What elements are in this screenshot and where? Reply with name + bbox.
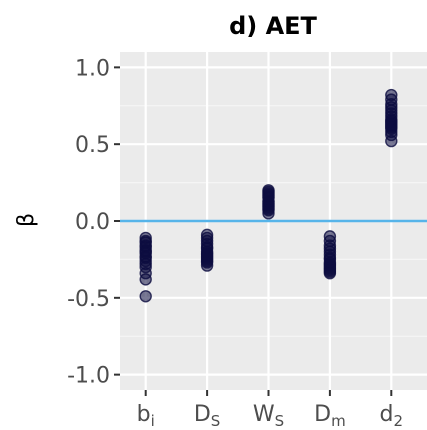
x-tick-label: bi bbox=[137, 402, 155, 430]
data-points bbox=[139, 88, 398, 303]
data-point bbox=[200, 259, 214, 272]
y-axis-label: β bbox=[14, 213, 39, 227]
data-point bbox=[323, 267, 337, 280]
data-point bbox=[139, 290, 152, 303]
x-tick-label-subscript: m bbox=[331, 412, 346, 430]
data-point bbox=[139, 273, 152, 286]
x-tick-label: DS bbox=[194, 402, 220, 430]
x-tick-label-base: W bbox=[253, 402, 275, 427]
x-axis-ticks: bi DS WS Dm d2 bbox=[137, 390, 403, 430]
y-tick-label: 0.0 bbox=[75, 210, 110, 235]
x-tick-label: Dm bbox=[314, 402, 346, 430]
y-tick-label: -1.0 bbox=[67, 364, 110, 389]
chart-title: d) AET bbox=[229, 12, 317, 40]
x-tick-label: WS bbox=[253, 402, 284, 430]
x-tick-label-subscript: 2 bbox=[394, 412, 404, 430]
grid-minor bbox=[120, 105, 427, 337]
x-tick-label: d2 bbox=[380, 402, 404, 430]
data-point bbox=[385, 134, 398, 148]
y-tick-label: 0.5 bbox=[75, 133, 110, 158]
x-tick-label-subscript: S bbox=[211, 412, 221, 430]
y-tick-label: 1.0 bbox=[75, 56, 110, 81]
x-tick-label-base: D bbox=[314, 402, 331, 427]
x-tick-label-base: d bbox=[380, 402, 394, 427]
x-tick-label-base: D bbox=[194, 402, 211, 427]
y-tick-label: -0.5 bbox=[67, 287, 110, 312]
x-tick-label-subscript: S bbox=[275, 412, 285, 430]
x-tick-label-base: b bbox=[137, 402, 151, 427]
data-point bbox=[262, 207, 275, 220]
x-tick-label-subscript: i bbox=[151, 412, 155, 430]
y-axis-ticks: 1.0 0.5 0.0 -0.5 -1.0 bbox=[67, 56, 120, 389]
